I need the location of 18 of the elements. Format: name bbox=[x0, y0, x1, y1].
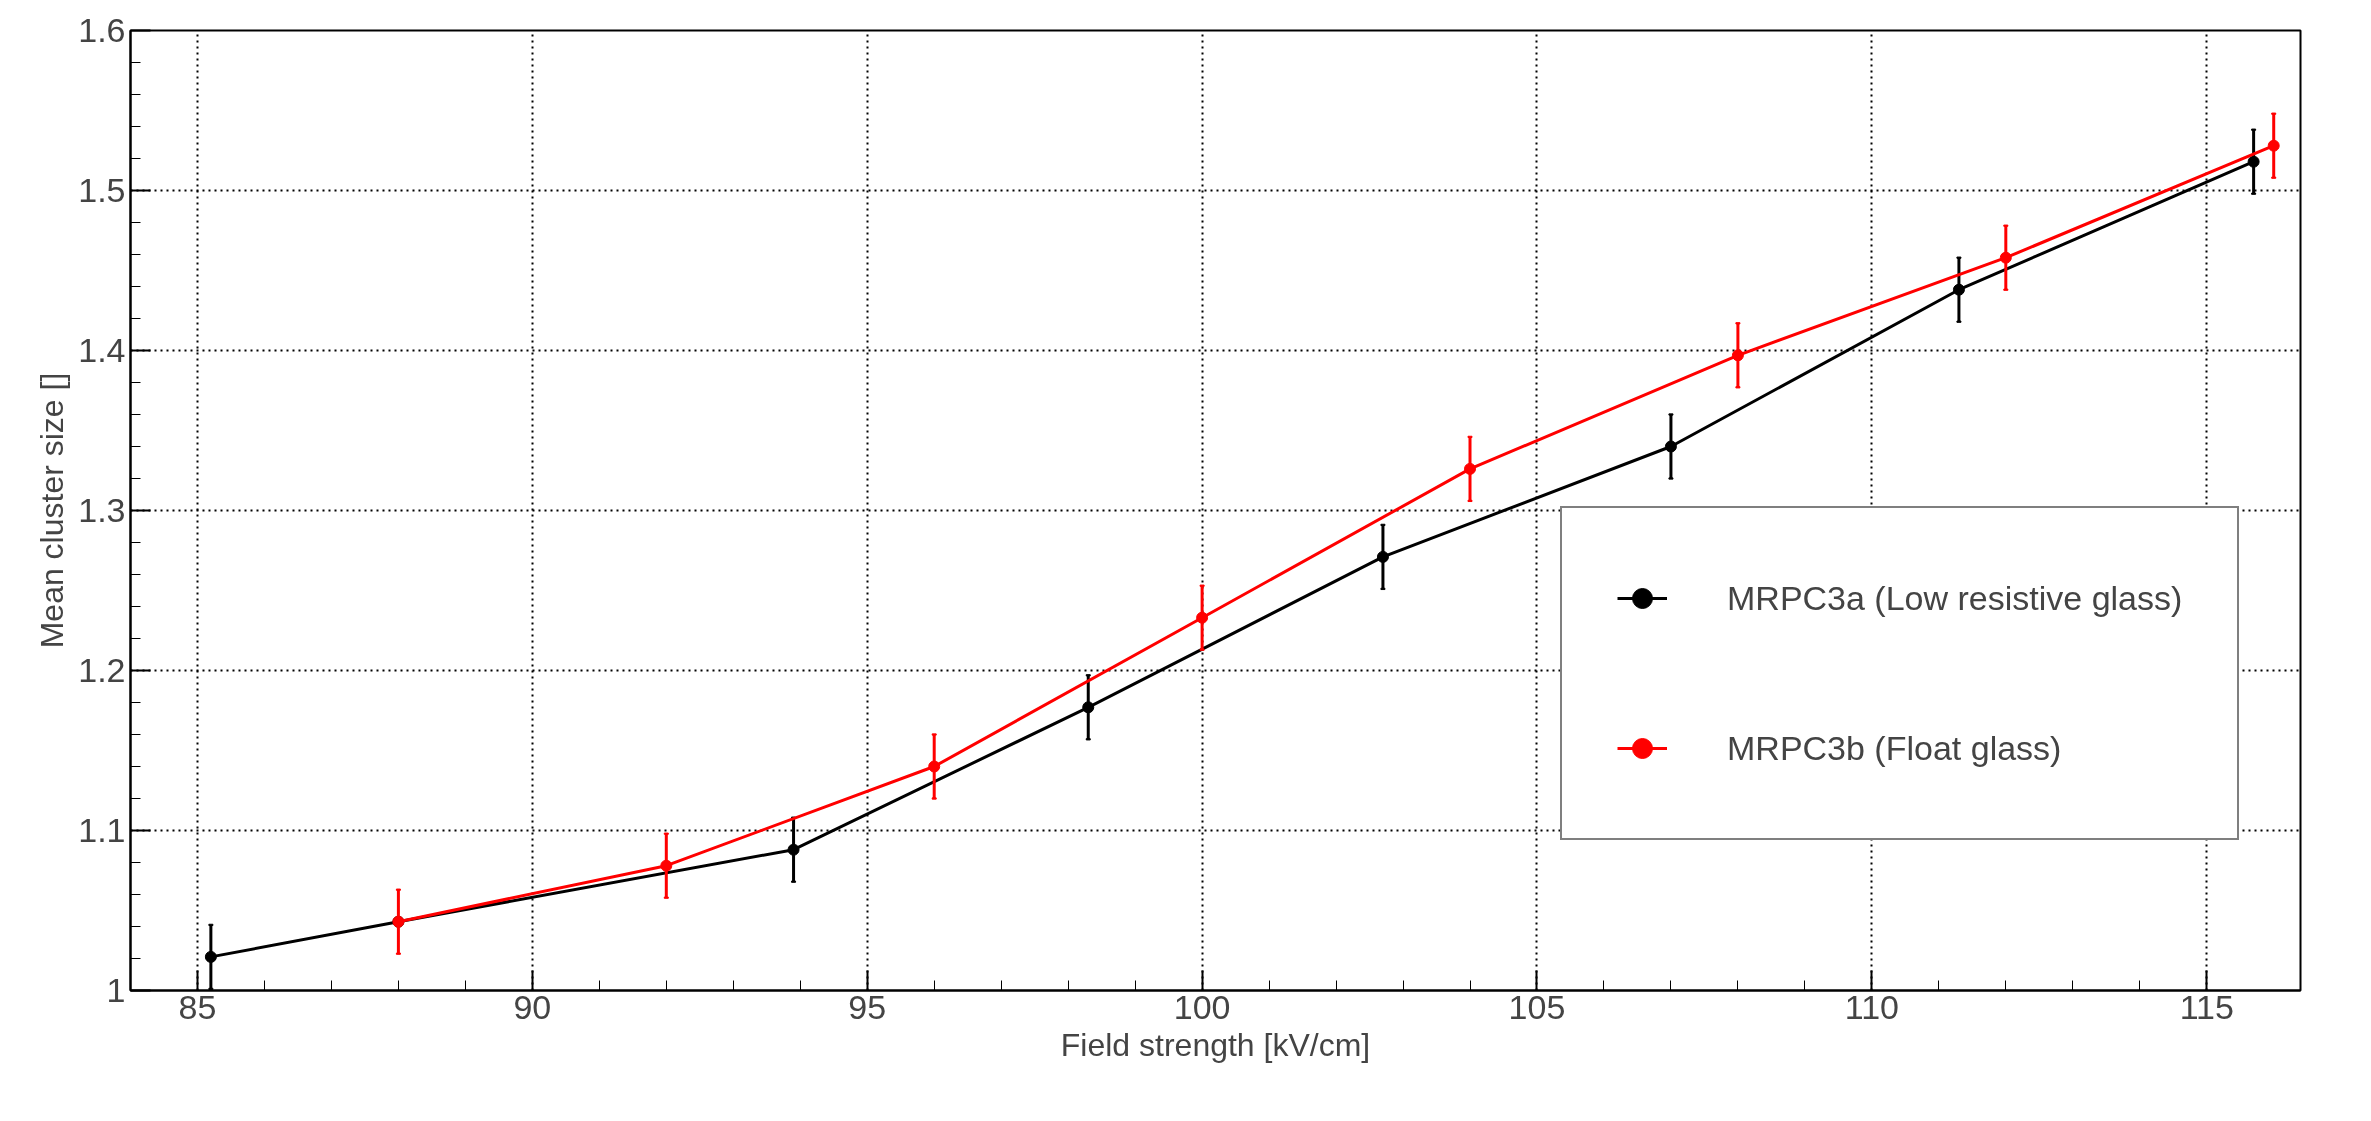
y-tick-label: 1.5 bbox=[78, 171, 126, 209]
legend-label: MRPC3a (Low resistive glass) bbox=[1727, 578, 2183, 618]
y-tick-label: 1.3 bbox=[78, 491, 126, 529]
x-tick-label: 95 bbox=[848, 987, 887, 1026]
y-tick-label: 1.2 bbox=[78, 651, 126, 689]
legend-label: MRPC3b (Float glass) bbox=[1727, 728, 2062, 768]
y-tick-label: 1.4 bbox=[78, 331, 126, 369]
x-axis-title: Field strength [kV/cm] bbox=[1060, 1026, 1371, 1063]
y-axis-title: Mean cluster size [] bbox=[34, 372, 71, 649]
y-tick-label: 1.1 bbox=[78, 811, 126, 849]
x-tick-label: 100 bbox=[1173, 987, 1231, 1026]
x-tick-label: 85 bbox=[178, 987, 217, 1026]
x-tick-label: 110 bbox=[1844, 987, 1899, 1026]
y-tick-label: 1.6 bbox=[78, 11, 126, 49]
x-tick-label: 115 bbox=[2179, 987, 2234, 1026]
y-tick-label: 1 bbox=[106, 971, 126, 1009]
x-tick-label: 105 bbox=[1508, 987, 1566, 1026]
x-tick-label: 90 bbox=[513, 987, 552, 1026]
